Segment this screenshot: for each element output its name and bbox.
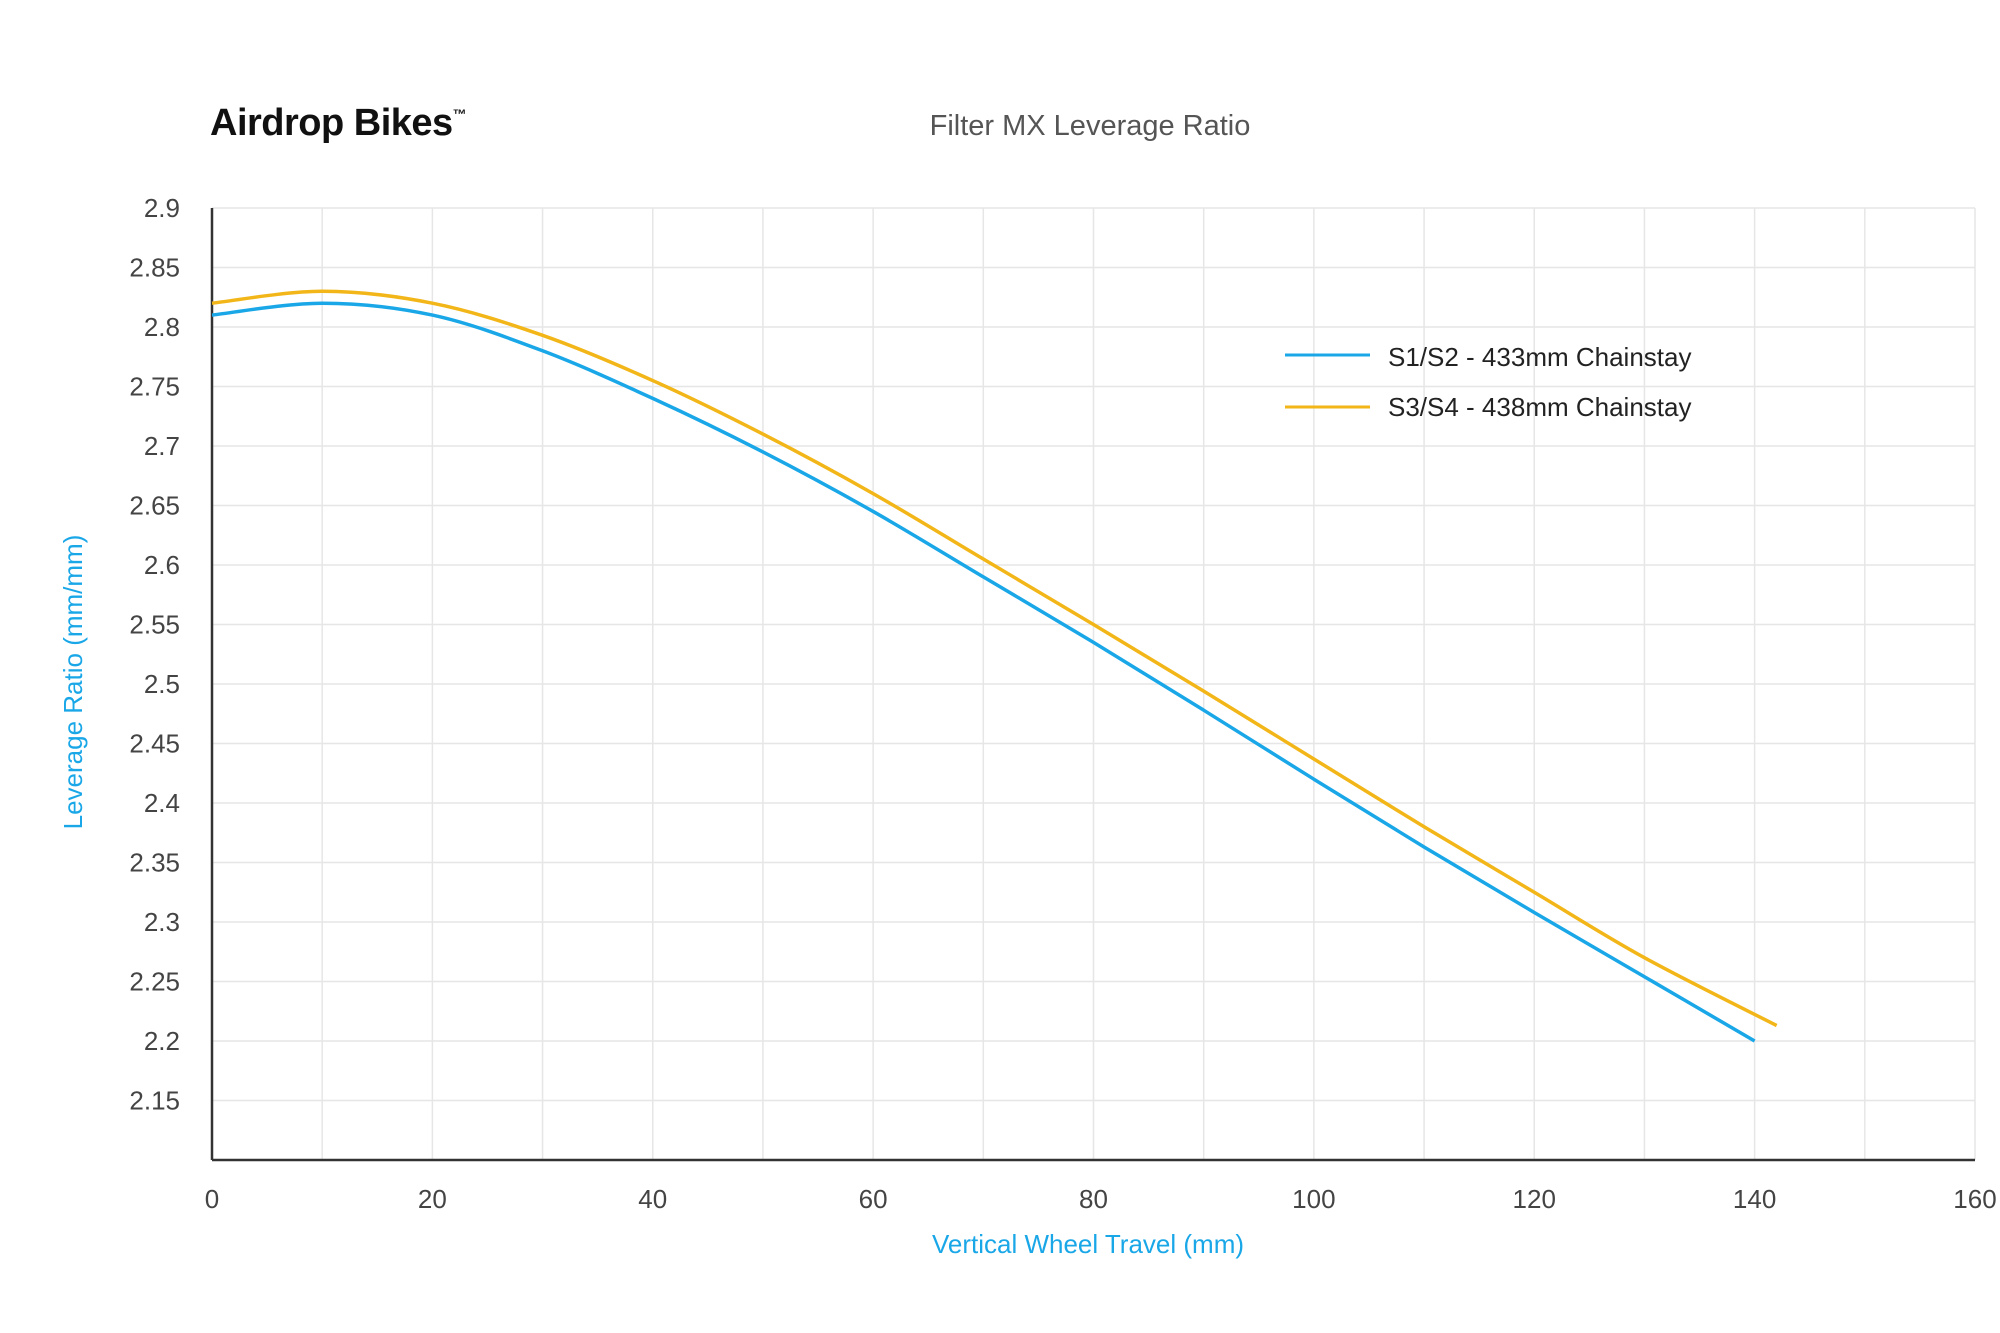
y-tick-label: 2.55 [129, 610, 180, 640]
y-tick-label: 2.7 [144, 431, 180, 461]
x-tick-label: 100 [1292, 1184, 1335, 1214]
x-tick-label: 40 [638, 1184, 667, 1214]
y-tick-label: 2.4 [144, 788, 180, 818]
x-tick-label: 140 [1733, 1184, 1776, 1214]
x-axis-label: Vertical Wheel Travel (mm) [932, 1229, 1244, 1259]
y-tick-label: 2.9 [144, 193, 180, 223]
series-lines [211, 289, 1778, 1043]
y-tick-label: 2.6 [144, 550, 180, 580]
y-axis-label: Leverage Ratio (mm/mm) [58, 535, 88, 830]
y-tick-label: 2.25 [129, 967, 180, 997]
y-tick-label: 2.45 [129, 729, 180, 759]
brand-name: Airdrop Bikes [210, 102, 453, 144]
x-tick-label: 20 [418, 1184, 447, 1214]
y-tick-label: 2.8 [144, 312, 180, 342]
legend-label-s1: S1/S2 - 433mm Chainstay [1388, 342, 1691, 372]
y-tick-label: 2.15 [129, 1086, 180, 1116]
y-tick-label: 2.2 [144, 1026, 180, 1056]
series-line-1 [211, 301, 1756, 1043]
y-tick-label: 2.5 [144, 669, 180, 699]
y-tick-label: 2.3 [144, 907, 180, 937]
x-tick-labels: 0 20 40 60 80 100 120 140 160 [205, 1184, 1997, 1214]
x-tick-label: 120 [1513, 1184, 1556, 1214]
series-line-2 [211, 289, 1778, 1028]
axes [210, 208, 1975, 1162]
y-tick-label: 2.85 [129, 253, 180, 283]
chart-title: Filter MX Leverage Ratio [930, 110, 1251, 142]
y-tick-label: 2.35 [129, 848, 180, 878]
x-tick-label: 60 [859, 1184, 888, 1214]
y-tick-labels: 2.15 2.2 2.25 2.3 2.35 2.4 2.45 2.5 2.55 2.6 2.65 2… [129, 193, 180, 1116]
x-tick-label: 160 [1953, 1184, 1996, 1214]
y-tick-label: 2.65 [129, 491, 180, 521]
x-tick-label: 0 [205, 1184, 219, 1214]
x-tick-label: 80 [1079, 1184, 1108, 1214]
brand-tm: ™ [453, 106, 467, 122]
brand-logo: Airdrop Bikes™ [210, 102, 466, 144]
y-tick-label: 2.75 [129, 372, 180, 402]
grid-lines [211, 207, 1976, 1160]
legend: S1/S2 - 433mm Chainstay S3/S4 - 438mm Ch… [1285, 342, 1691, 422]
legend-label-s2: S3/S4 - 438mm Chainstay [1388, 392, 1691, 422]
